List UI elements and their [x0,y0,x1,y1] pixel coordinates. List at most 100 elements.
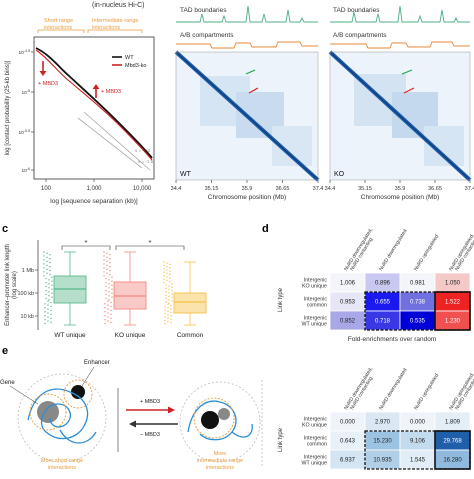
row-header-line-2: common [307,303,327,309]
c-jitter-dot [107,320,109,322]
table-cell-value: 1.006 [340,281,356,287]
c-jitter-dot [106,272,108,274]
c-jitter-dot [167,320,169,323]
row-header-line-1: Intergenic [304,297,328,303]
table-cell-value: 0.953 [340,300,356,306]
panel-c-letter: c [2,223,8,235]
right-xtick-label: 37.4 [465,186,474,192]
right-tad-track [330,5,470,23]
c-jitter-dot [164,316,166,318]
c-jitter-dot [103,263,105,265]
c-jitter-dot [44,318,46,321]
c-jitter-dot [105,277,107,280]
annot-minus-mbd3: + MBD3 [38,81,58,87]
ko-curve [35,49,153,161]
c-jitter-dot [49,273,51,276]
c-jitter-dot [104,315,106,317]
c-jitter-dot [103,275,105,277]
c-jitter-dot [169,273,171,276]
c-jitter-dot [106,264,108,266]
c-jitter-dot [108,287,110,289]
c-jitter-dot [166,279,168,282]
panel-a-ylabel: log [contact probability (25-kb bins)] [5,60,11,155]
c-jitter-dot [108,291,110,293]
col-header-line-1: NuRD downregulated [378,228,409,272]
wt-curve [35,47,153,159]
c-jitter-dot [46,256,48,259]
a-ytick-label: 10-5 [21,89,30,96]
c-jitter-dot [167,303,169,306]
c-jitter-dot [45,293,47,296]
table-cell-value: 16.280 [443,458,462,464]
c-jitter-dot [105,289,107,292]
c-jitter-dot [168,295,170,298]
table-cell-value: 0.981 [410,281,426,287]
c-jitter-dot [103,271,105,273]
table-cell-value: 1.230 [445,319,461,325]
right-green-arrow [401,69,413,75]
row-header-line-1: Intergenic [304,417,328,423]
left-chromatin-fiber [27,388,89,440]
c-jitter-dot [170,315,172,317]
sig-star-1: * [85,240,88,247]
c-jitter-dot [47,308,49,310]
c-jitter-dot [105,281,107,284]
table-cell-value: 0.896 [375,281,391,287]
c-jitter-dot [165,287,167,290]
table-cell-value: 10.935 [373,458,392,464]
c-jitter-dot [164,319,166,322]
panel-a-x-ticks: 100 1,000 10,000 [41,179,152,192]
c-jitter-dot [49,265,51,268]
c-jitter-dot [108,279,110,281]
row-header-line-2: KO unique [302,284,327,290]
sig-bracket-1 [61,245,111,250]
c-jitter-dot [171,296,173,299]
left-enhancer-blob [71,385,85,399]
c-jitter-dot [45,297,47,300]
row-header-line-2: common [307,442,327,448]
c-jitter-dot [171,293,173,295]
c-jitter-dot [163,278,165,280]
panel-c-ylabel-1: Enhancer–promoter link length [5,244,11,326]
c-jitter-dot [108,299,110,301]
intermediate-range-label-1: Intermediate-range [92,18,138,24]
c-jitter-dot [50,313,52,316]
c-jitter-dot [169,263,171,265]
panel-d-xlabel: Fold-enrichments over random [348,336,437,343]
table-cell-value: 1.545 [410,458,426,464]
c-jitter-dot [46,264,48,266]
panel-c-x-labels: WT unique KO unique Common [54,332,203,339]
c-jitter-dot [103,255,105,257]
c-jitter-dot [103,259,105,261]
table-cell-value: 29.768 [443,439,462,445]
c-jitter-dot [48,295,50,297]
c-jitter-dot [163,275,165,277]
panel-c-y-ticks: 1 Mb 100 kb 10 kb [17,268,38,320]
left-xtick-label: 35.15 [205,186,219,192]
c-jitter-dot [49,257,51,260]
panel-a-xlabel: log [sequence separation (kb)] [50,198,138,205]
gene-pointer [9,385,39,405]
c-jitter-dot [51,292,53,294]
slope-guide-1 [83,111,151,171]
c-jitter-dot [170,311,172,314]
c-jitter-dot [106,268,108,270]
panel-a: (in-nucleus Hi-C) Short-range interactio… [5,2,155,205]
panel-c: c Enhancer–promoter link length (log sca… [2,223,207,339]
left-ab-label: A/B compartments [180,32,234,39]
c-jitter-dot [43,263,45,265]
c-jitter-dot [51,296,53,298]
c-jitter-dot [46,260,48,262]
right-caption-1: More [214,451,227,457]
a-ytick-label: 10-5.5 [18,129,30,136]
right-enhancer-blob [201,411,219,429]
panel-a-y-ticks: 10-4.5 10-5 10-5.5 10-6 [18,49,34,174]
c-jitter-dot [47,304,49,306]
c-jitter-dot [45,285,47,288]
c-jitter-dot [166,262,168,264]
table-cell-value: 1.050 [445,281,461,287]
c-jitter-dot [50,309,52,312]
c-jitter-dot [167,313,169,316]
table-cell-value: 2.970 [375,420,391,426]
